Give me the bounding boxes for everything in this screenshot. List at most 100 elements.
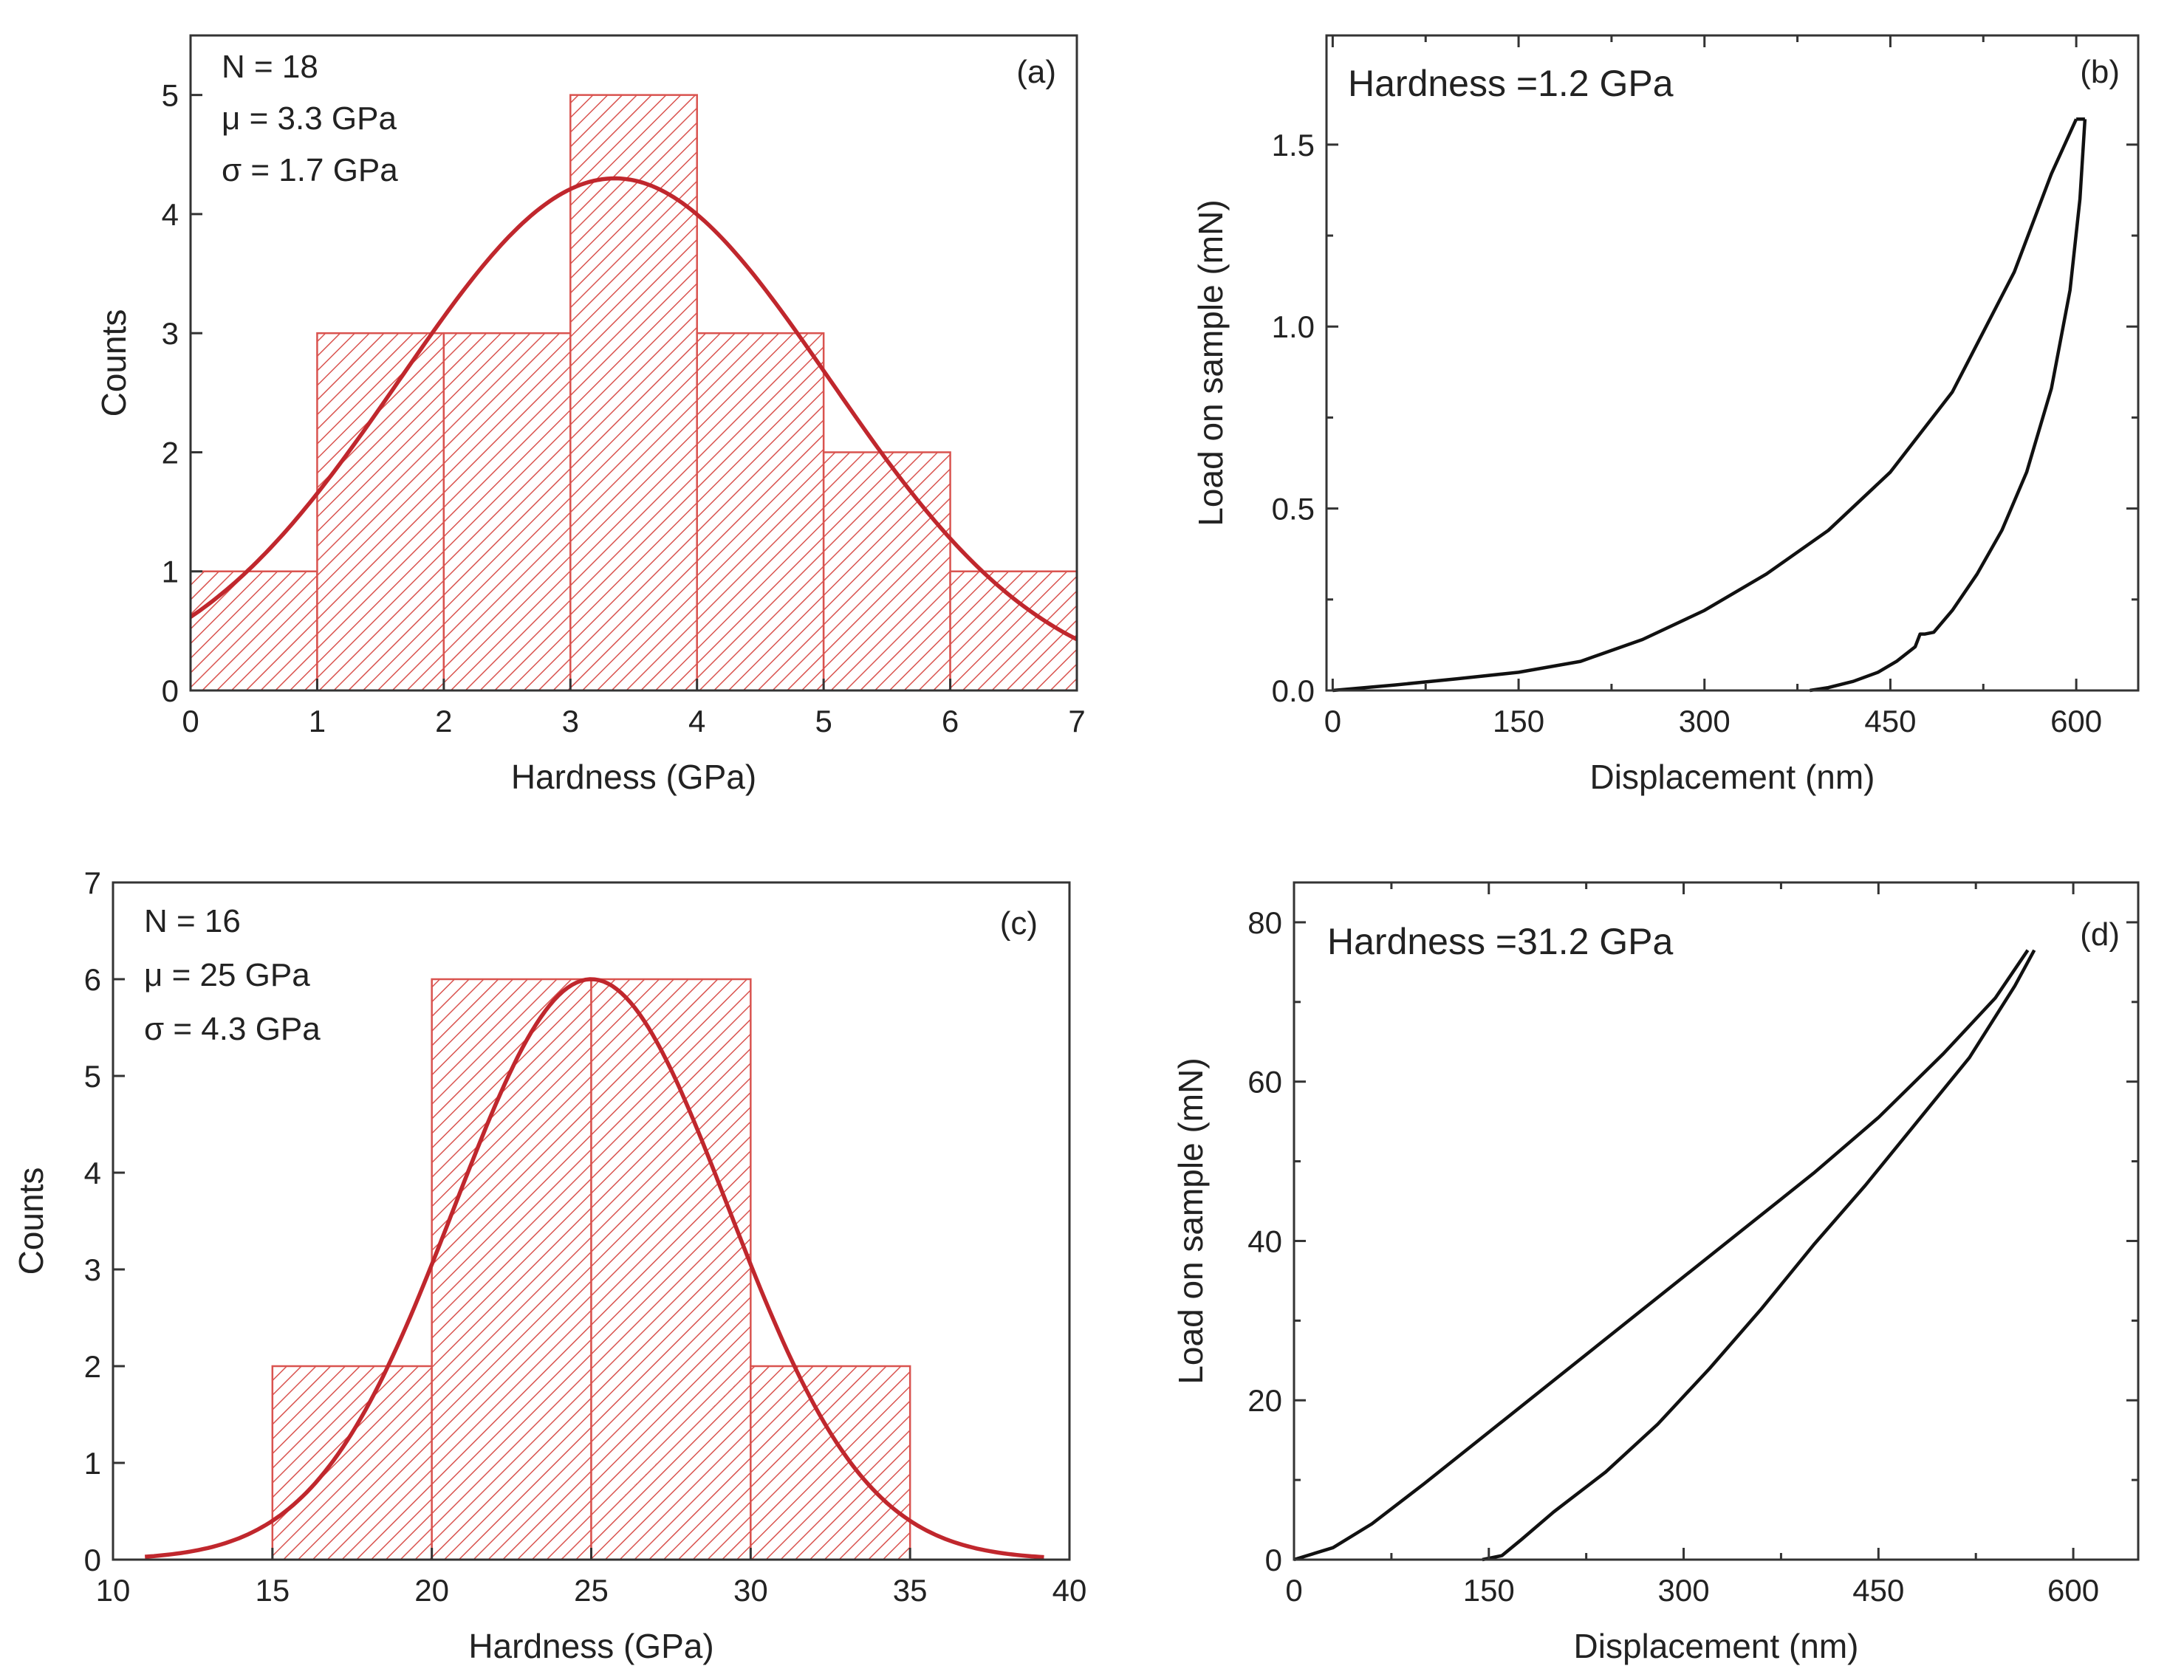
- histogram-bar: [590, 978, 752, 1561]
- panel-b-x-axis-label: Displacement (nm): [1590, 758, 1875, 796]
- x-tick-label: 4: [688, 704, 705, 738]
- y-tick-label: 1.5: [1272, 128, 1315, 162]
- y-tick-label: 3: [162, 316, 179, 351]
- curve-loading: [1293, 949, 2030, 1562]
- y-tick-label: 0.0: [1272, 673, 1315, 708]
- panel-a-histogram: 0 1 2 3 4 5 6 7 0 1 2 3 4 5 Hardness (GPa) Counts N =…: [95, 34, 1086, 796]
- x-tick-label: 450: [1852, 1573, 1904, 1608]
- x-tick-label: 10: [96, 1573, 131, 1608]
- y-tick-label: 60: [1247, 1065, 1282, 1100]
- panel-c-annotation-n: N = 16: [144, 903, 241, 939]
- x-tick-label: 600: [2050, 704, 2102, 738]
- x-tick-label: 15: [255, 1573, 290, 1608]
- curve-unloading: [1810, 119, 2087, 693]
- y-tick-label: 2: [162, 435, 179, 470]
- panel-d-x-axis-label: Displacement (nm): [1574, 1627, 1859, 1665]
- panel-d-ticks: 0 150 300 450 600 0 20 40 60 80: [1247, 882, 2138, 1608]
- histogram-bar: [750, 1365, 911, 1561]
- y-tick-label: 0.5: [1272, 492, 1315, 527]
- x-tick-label: 7: [1068, 704, 1085, 738]
- x-tick-label: 35: [893, 1573, 928, 1608]
- panel-d-hardness-title: Hardness =31.2 GPa: [1327, 921, 1674, 962]
- y-tick-label: 6: [84, 962, 101, 997]
- panel-a-frame: [189, 34, 1078, 692]
- histogram-bar: [569, 94, 698, 692]
- panel-b-frame: [1325, 34, 2140, 692]
- panel-a-y-axis-label: Counts: [95, 309, 133, 417]
- x-tick-label: 5: [815, 704, 832, 738]
- panel-a-bars: [189, 94, 1078, 692]
- panel-d-label: (d): [2080, 916, 2120, 953]
- y-tick-label: 3: [84, 1252, 101, 1287]
- panel-c-x-axis-label: Hardness (GPa): [468, 1627, 713, 1665]
- histogram-bar: [442, 332, 572, 692]
- panel-b-y-axis-label: Load on sample (mN): [1191, 199, 1230, 526]
- y-tick-label: 4: [162, 197, 179, 232]
- x-tick-label: 2: [435, 704, 452, 738]
- panel-b-curves: [1332, 117, 2087, 693]
- curve-unloading: [1482, 949, 2036, 1562]
- panel-c-gaussian-fit: [144, 977, 1044, 1560]
- panel-d-y-axis-label: Load on sample (mN): [1171, 1057, 1210, 1384]
- panel-c-annotation-sigma: σ = 4.3 GPa: [144, 1011, 321, 1047]
- panel-a-ticks: 0 1 2 3 4 5 6 7 0 1 2 3 4 5: [162, 78, 1086, 738]
- panel-d-load-curve: 0 150 300 450 600 0 20 40 60 80 Displacement (nm)…: [1171, 881, 2140, 1665]
- y-tick-label: 1: [162, 555, 179, 589]
- y-tick-label: 40: [1247, 1224, 1282, 1258]
- panel-d-curves: [1293, 949, 2036, 1562]
- panel-a-annotation-n: N = 18: [222, 49, 318, 85]
- x-tick-label: 300: [1657, 1573, 1709, 1608]
- x-tick-label: 0: [1324, 704, 1341, 738]
- y-tick-label: 80: [1247, 905, 1282, 940]
- y-tick-label: 4: [84, 1156, 101, 1190]
- panel-a-annotation-mean: μ = 3.3 GPa: [222, 100, 397, 137]
- x-tick-label: 20: [414, 1573, 449, 1608]
- panel-c-ticks: 10 15 20 25 30 35 40 0 1 2 3 4 5 6 7: [84, 865, 1087, 1608]
- x-tick-label: 600: [2047, 1573, 2099, 1608]
- histogram-bar: [189, 570, 318, 692]
- y-tick-label: 5: [162, 78, 179, 113]
- y-tick-label: 2: [84, 1349, 101, 1384]
- panel-c-bars: [271, 978, 911, 1561]
- x-tick-label: 150: [1493, 704, 1544, 738]
- x-tick-label: 300: [1679, 704, 1731, 738]
- panel-b-hardness-title: Hardness =1.2 GPa: [1348, 63, 1674, 104]
- panel-d-frame: [1293, 881, 2140, 1561]
- panel-b-ticks: 0 150 300 450 600 0.0 0.5 1.0 1.5: [1272, 35, 2138, 738]
- x-tick-label: 1: [309, 704, 326, 738]
- panel-a-annotation-sigma: σ = 1.7 GPa: [222, 152, 398, 188]
- histogram-bar: [271, 1365, 433, 1561]
- panel-a-label: (a): [1016, 54, 1056, 90]
- x-tick-label: 3: [562, 704, 579, 738]
- y-tick-label: 0: [1265, 1543, 1282, 1577]
- panel-c-histogram: 10 15 20 25 30 35 40 0 1 2 3 4 5 6 7 Hardness (GPa) Co…: [12, 865, 1086, 1665]
- histogram-bar: [316, 332, 445, 692]
- y-tick-label: 7: [84, 865, 101, 900]
- curve-loading: [1332, 118, 2078, 693]
- panel-c-annotation-mean: μ = 25 GPa: [144, 957, 310, 993]
- x-tick-label: 150: [1463, 1573, 1515, 1608]
- histogram-bar: [822, 451, 951, 692]
- x-tick-label: 40: [1052, 1573, 1087, 1608]
- panel-a-x-axis-label: Hardness (GPa): [511, 758, 756, 796]
- histogram-bar: [696, 332, 825, 692]
- y-tick-label: 1: [84, 1446, 101, 1481]
- y-tick-label: 0: [162, 673, 179, 708]
- x-tick-label: 6: [942, 704, 959, 738]
- panel-a-gaussian-fit: [189, 176, 1078, 642]
- x-tick-label: 25: [574, 1573, 609, 1608]
- x-tick-label: 30: [733, 1573, 768, 1608]
- x-tick-label: 450: [1864, 704, 1916, 738]
- histogram-bar: [431, 978, 592, 1561]
- panel-c-y-axis-label: Counts: [12, 1168, 50, 1275]
- panel-b-load-curve: 0 150 300 450 600 0.0 0.5 1.0 1.5 Displacement (…: [1191, 34, 2140, 796]
- y-tick-label: 1.0: [1272, 309, 1315, 344]
- panel-c-label: (c): [1000, 905, 1038, 942]
- y-tick-label: 0: [84, 1543, 101, 1577]
- x-tick-label: 0: [182, 704, 199, 738]
- y-tick-label: 20: [1247, 1383, 1282, 1418]
- panel-b-label: (b): [2080, 54, 2120, 90]
- x-tick-label: 0: [1285, 1573, 1302, 1608]
- y-tick-label: 5: [84, 1059, 101, 1094]
